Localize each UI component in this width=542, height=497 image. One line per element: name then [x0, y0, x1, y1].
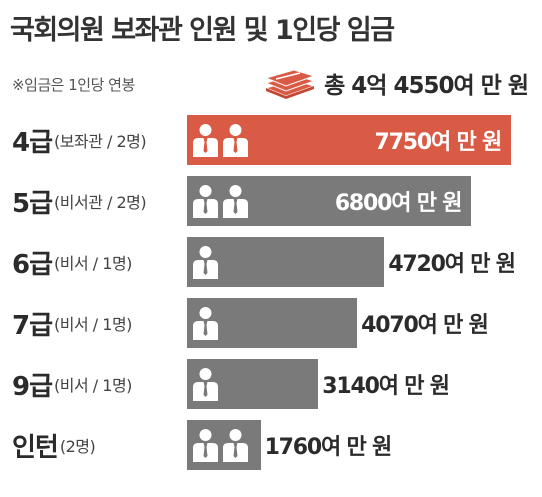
headcount-icons	[192, 123, 249, 157]
category-label: 7급 (비서 / 1명)	[12, 298, 132, 348]
person-icon	[193, 429, 218, 462]
headcount-icons	[192, 184, 249, 218]
chart-title: 국회의원 보좌관 인원 및 1인당 임금	[10, 15, 395, 46]
person-icon	[193, 124, 218, 157]
category-sublabel: (비서 / 1명)	[54, 315, 132, 334]
category-label: 9급 (비서 / 1명)	[12, 359, 132, 409]
headcount-icons	[192, 245, 219, 279]
total-salary-text: 총 4억 4550여 만 원	[324, 73, 529, 99]
bar-row: 4급 (보좌관 / 2명) 7750여 만 원	[0, 115, 542, 165]
bottom-margin	[0, 482, 542, 485]
person-icon	[193, 368, 218, 401]
money-stack-icon	[264, 69, 316, 99]
category-sublabel: (비서 / 1명)	[54, 376, 132, 395]
headcount-icons	[192, 428, 249, 462]
bar-row: 인턴 (2명) 1760여 만 원	[0, 420, 542, 470]
bar-row: 9급 (비서 / 1명) 3140여 만 원	[0, 359, 542, 409]
category-label: 인턴 (2명)	[12, 420, 96, 470]
category-sublabel: (보좌관 / 2명)	[54, 132, 147, 151]
category-rank: 4급	[12, 127, 53, 158]
headcount-icons	[192, 367, 219, 401]
category-sublabel: (비서관 / 2명)	[54, 193, 147, 212]
category-rank: 6급	[12, 249, 53, 280]
person-icon	[223, 185, 248, 218]
category-label: 5급 (비서관 / 2명)	[12, 176, 147, 226]
person-icon	[193, 185, 218, 218]
headcount-icons	[192, 306, 219, 340]
person-icon	[193, 246, 218, 279]
person-icon	[223, 429, 248, 462]
value-label: 3140여 만 원	[322, 374, 450, 399]
bar-row: 5급 (비서관 / 2명) 6800여 만 원	[0, 176, 542, 226]
bar	[187, 237, 385, 287]
category-label: 4급 (보좌관 / 2명)	[12, 115, 147, 165]
category-rank: 인턴	[12, 432, 59, 463]
value-label: 4720여 만 원	[388, 252, 516, 277]
value-label: 4070여 만 원	[361, 313, 489, 338]
value-label: 1760여 만 원	[264, 435, 393, 460]
value-label: 6800여 만 원	[334, 191, 463, 216]
total-salary: 총 4억 4550여 만 원	[264, 66, 529, 100]
value-label: 7750여 만 원	[374, 130, 503, 155]
category-rank: 7급	[12, 310, 53, 341]
category-sublabel: (2명)	[59, 437, 96, 456]
person-icon	[223, 124, 248, 157]
category-label: 6급 (비서 / 1명)	[12, 237, 132, 287]
bar-row: 6급 (비서 / 1명) 4720여 만 원	[0, 237, 542, 287]
salary-note: ※임금은 1인당 연봉	[12, 76, 135, 94]
category-sublabel: (비서 / 1명)	[54, 254, 132, 273]
bar-row: 7급 (비서 / 1명) 4070여 만 원	[0, 298, 542, 348]
category-rank: 9급	[12, 371, 53, 402]
person-icon	[193, 307, 218, 340]
category-rank: 5급	[12, 188, 53, 219]
